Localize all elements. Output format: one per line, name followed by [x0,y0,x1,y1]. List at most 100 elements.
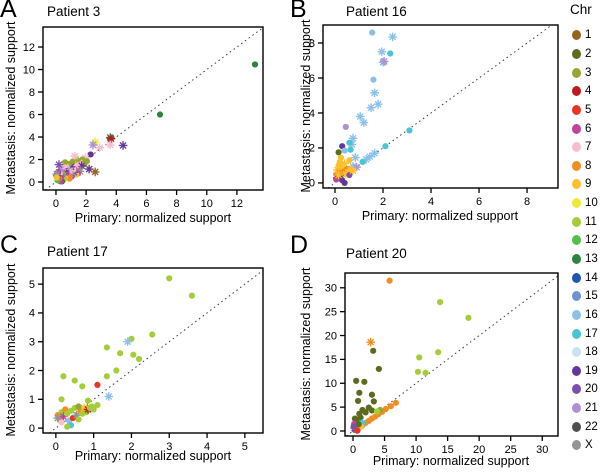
panel-a: 0 2 4 6 8 10 12 0 2 4 6 8 10 12 A Patient 3 Metastasi… [0,0,290,236]
x-tick-label: 2 [83,198,89,210]
y-tick-label: 8 [29,87,35,99]
legend-swatch-label: 10 [585,197,598,210]
y-tick-label: 4 [29,308,35,320]
data-point-asterisk-chr-16 [348,134,358,143]
data-point-chr-11 [103,344,110,351]
legend-item-chr-5: 5 [566,101,600,120]
legend-swatch-label: 22 [585,420,598,433]
x-tick-label: 10 [410,444,422,456]
legend-item-chr-16: 16 [566,306,600,325]
data-point-asterisk-chr-16 [370,88,379,98]
legend-swatch-icon [572,48,581,59]
legend-title: Chr [570,2,592,17]
legend-swatch-icon [572,403,581,414]
panel-letter-a: A [0,0,17,23]
legend-swatch-icon [572,365,581,376]
x-tick-label: 4 [204,441,210,453]
legend-swatch-label: 8 [585,159,592,172]
data-point-asterisk-chr-X [53,413,63,423]
axis-ticks: 0 2 4 6 8 10 12 0 2 4 6 8 10 12 [23,42,243,210]
data-point-asterisk-chr-19 [84,164,94,174]
data-point-asterisk-chr-16 [351,153,360,162]
data-point-chr-19 [87,151,94,158]
x-tick-label: 5 [381,444,387,456]
legend-swatch-icon [572,160,581,171]
data-point-asterisk-chr-7 [81,153,90,163]
legend-swatch-icon [572,30,581,41]
data-point-chr-11 [75,416,82,423]
plot-border [344,272,559,437]
y-tick-label: 0 [29,423,35,435]
data-point-asterisk-chr-8 [335,168,345,177]
data-point-chr-2 [353,377,360,384]
y-tick-label: 2 [29,365,35,377]
y-tick-label: 25 [325,306,337,318]
data-point-chr-2 [355,421,362,428]
x-axis-label-b: Primary: normalized support [361,209,519,223]
x-tick-label: 5 [242,441,248,453]
legend-swatch-label: 6 [585,122,592,135]
panel-letter-b: B [290,0,307,23]
data-point-chr-11 [84,397,92,404]
data-point-chr-11 [166,275,173,282]
data-point-chr-9 [337,154,345,161]
data-point-chr-11 [113,367,120,374]
data-point-chr-11 [465,314,472,321]
data-point-chr-11 [94,401,101,409]
data-point-chr-11 [149,331,156,338]
data-point-chr-2 [368,407,376,414]
legend-swatch-label: 14 [585,271,598,284]
data-point-chr-11 [414,368,422,375]
legend-item-chr-22: 22 [566,417,600,436]
legend-swatch-icon [572,86,581,97]
data-point-chr-11 [71,377,78,384]
legend-item-chr-18: 18 [566,343,600,362]
data-point-asterisk-chr-17 [358,419,367,428]
x-tick-label: 25 [505,444,517,456]
legend-swatch-label: 11 [585,215,597,228]
data-point-asterisk-chr-16 [359,118,369,127]
legend-swatch-label: 16 [585,308,598,321]
data-point-asterisk-chr-X [75,167,85,176]
legend-swatch-label: 13 [585,253,598,265]
legend-item-chr-13: 13 [566,250,600,269]
panel-letter-d: D [290,231,309,259]
data-point-chr-16 [341,147,348,154]
data-point-chr-11 [416,354,423,361]
data-point-chr-2 [368,391,376,398]
scatter-plot-c: 0 1 2 3 4 5 0 1 2 3 4 5 [29,267,264,453]
data-point-chr-11 [435,349,442,356]
panel-d: 0 5 10 15 20 25 30 0 5 10 15 20 25 30 D Patient 20 Me… [290,231,566,473]
data-point-asterisk-chr-7 [95,143,104,153]
axis-ticks: 0 2 4 6 8 0 2 4 6 8 [309,38,530,208]
panel-title-a: Patient 3 [47,4,101,19]
legend-swatch-label: 19 [585,364,598,377]
legend-swatch-label: 5 [585,103,592,116]
y-tick-label: 8 [309,38,315,50]
legend-swatch-label: 2 [585,47,592,60]
data-points [349,277,472,434]
data-point-chr-5 [94,381,101,389]
legend-swatch-label: 9 [585,178,592,191]
scatter-plot-b: 0 2 4 6 8 0 2 4 6 8 [309,24,559,208]
data-point-asterisk-chr-20 [54,160,64,169]
x-tick-label: 1 [91,441,97,453]
legend-swatch-icon [572,198,581,209]
data-point-asterisk-chr-9 [79,403,89,413]
data-point-asterisk-chr-16 [388,32,397,42]
data-point-chr-11 [130,351,137,358]
data-point-chr-11 [422,369,429,376]
y-tick-label: 4 [29,132,35,144]
legend-item-chr-2: 2 [566,45,600,64]
data-point-chr-2 [370,398,377,405]
legend-item-chr-8: 8 [566,156,600,175]
y-tick-label: 6 [29,109,35,121]
panel-b: 0 2 4 6 8 0 2 4 6 8 B Patient 16 Metastasis: norm… [290,0,566,236]
legend-item-chr-7: 7 [566,138,600,157]
x-tick-label: 6 [143,198,149,210]
data-point-chr-2 [335,149,342,156]
y-tick-label: 5 [331,402,337,414]
x-tick-label: 8 [524,196,530,208]
scatter-plot-d: 0 5 10 15 20 25 30 0 5 10 15 20 25 30 [325,272,559,456]
